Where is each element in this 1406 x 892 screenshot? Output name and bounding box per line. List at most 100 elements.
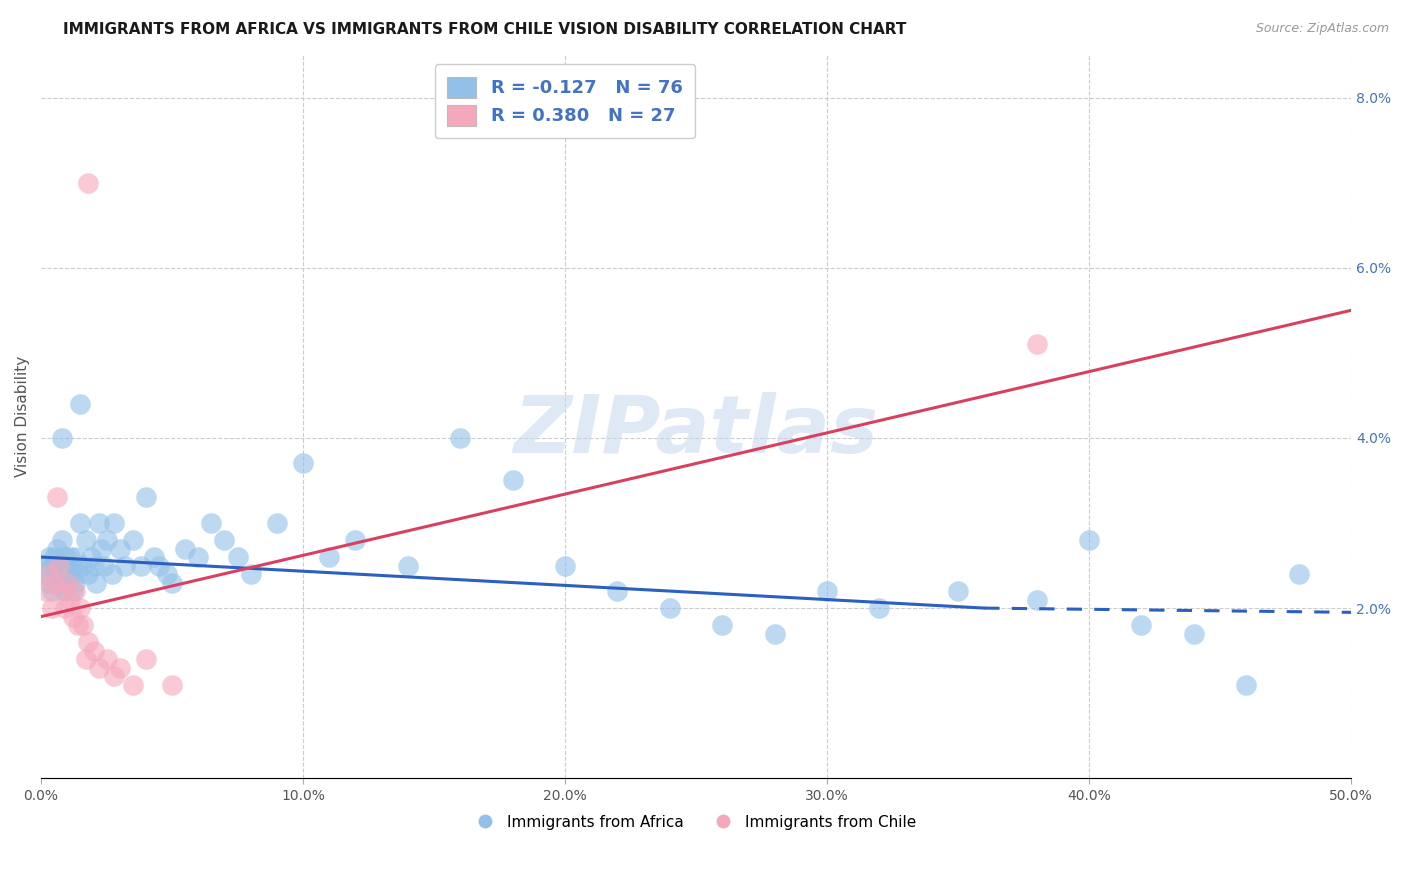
Immigrants from Chile	[103, 669, 125, 683]
Immigrants from Africa	[658, 601, 681, 615]
Immigrants from Africa	[80, 549, 103, 564]
Immigrants from Africa	[606, 584, 628, 599]
Immigrants from Chile	[56, 575, 79, 590]
Immigrants from Chile	[87, 660, 110, 674]
Immigrants from Africa	[815, 584, 838, 599]
Immigrants from Africa	[72, 558, 94, 573]
Immigrants from Africa	[51, 533, 73, 547]
Immigrants from Africa	[83, 558, 105, 573]
Legend: Immigrants from Africa, Immigrants from Chile: Immigrants from Africa, Immigrants from …	[470, 808, 922, 836]
Immigrants from Africa	[148, 558, 170, 573]
Immigrants from Africa	[41, 558, 63, 573]
Immigrants from Chile	[59, 592, 82, 607]
Immigrants from Chile	[72, 618, 94, 632]
Text: ZIPatlas: ZIPatlas	[513, 392, 879, 470]
Immigrants from Chile	[83, 643, 105, 657]
Immigrants from Africa	[502, 474, 524, 488]
Immigrants from Africa	[1130, 618, 1153, 632]
Immigrants from Africa	[711, 618, 734, 632]
Immigrants from Africa	[108, 541, 131, 556]
Immigrants from Africa	[63, 549, 86, 564]
Immigrants from Africa	[101, 567, 124, 582]
Immigrants from Chile	[69, 601, 91, 615]
Immigrants from Africa	[93, 558, 115, 573]
Immigrants from Africa	[44, 549, 66, 564]
Immigrants from Africa	[292, 457, 315, 471]
Immigrants from Africa	[69, 397, 91, 411]
Immigrants from Chile	[63, 584, 86, 599]
Immigrants from Africa	[38, 575, 60, 590]
Immigrants from Africa	[1182, 626, 1205, 640]
Text: IMMIGRANTS FROM AFRICA VS IMMIGRANTS FROM CHILE VISION DISABILITY CORRELATION CH: IMMIGRANTS FROM AFRICA VS IMMIGRANTS FRO…	[63, 22, 907, 37]
Immigrants from Chile	[48, 558, 70, 573]
Immigrants from Africa	[114, 558, 136, 573]
Immigrants from Africa	[344, 533, 367, 547]
Immigrants from Chile	[135, 652, 157, 666]
Immigrants from Africa	[1288, 567, 1310, 582]
Immigrants from Africa	[763, 626, 786, 640]
Immigrants from Africa	[45, 575, 67, 590]
Immigrants from Africa	[44, 567, 66, 582]
Immigrants from Chile	[62, 609, 84, 624]
Immigrants from Africa	[1234, 678, 1257, 692]
Immigrants from Africa	[1025, 592, 1047, 607]
Immigrants from Chile	[77, 176, 100, 190]
Immigrants from Africa	[449, 431, 471, 445]
Immigrants from Chile	[121, 678, 143, 692]
Immigrants from Africa	[396, 558, 419, 573]
Immigrants from Africa	[103, 516, 125, 530]
Immigrants from Africa	[56, 558, 79, 573]
Immigrants from Chile	[44, 575, 66, 590]
Immigrants from Africa	[59, 567, 82, 582]
Immigrants from Africa	[51, 431, 73, 445]
Text: Source: ZipAtlas.com: Source: ZipAtlas.com	[1256, 22, 1389, 36]
Immigrants from Chile	[38, 567, 60, 582]
Immigrants from Chile	[41, 601, 63, 615]
Immigrants from Africa	[156, 567, 179, 582]
Immigrants from Africa	[32, 567, 55, 582]
Immigrants from Africa	[53, 549, 76, 564]
Immigrants from Africa	[200, 516, 222, 530]
Immigrants from Chile	[77, 635, 100, 649]
Immigrants from Africa	[142, 549, 165, 564]
Immigrants from Chile	[53, 601, 76, 615]
Immigrants from Africa	[239, 567, 262, 582]
Immigrants from Africa	[135, 491, 157, 505]
Immigrants from Africa	[35, 558, 58, 573]
Immigrants from Africa	[62, 558, 84, 573]
Immigrants from Africa	[226, 549, 249, 564]
Immigrants from Africa	[129, 558, 152, 573]
Immigrants from Africa	[121, 533, 143, 547]
Immigrants from Africa	[51, 567, 73, 582]
Immigrants from Africa	[214, 533, 236, 547]
Immigrants from Africa	[77, 567, 100, 582]
Immigrants from Africa	[318, 549, 340, 564]
Immigrants from Chile	[75, 652, 97, 666]
Immigrants from Africa	[66, 567, 89, 582]
Immigrants from Chile	[160, 678, 183, 692]
Y-axis label: Vision Disability: Vision Disability	[15, 356, 30, 477]
Immigrants from Chile	[96, 652, 118, 666]
Immigrants from Africa	[63, 575, 86, 590]
Immigrants from Africa	[87, 516, 110, 530]
Immigrants from Africa	[41, 584, 63, 599]
Immigrants from Africa	[160, 575, 183, 590]
Immigrants from Africa	[554, 558, 576, 573]
Immigrants from Africa	[84, 575, 107, 590]
Immigrants from Africa	[53, 584, 76, 599]
Immigrants from Chile	[108, 660, 131, 674]
Immigrants from Africa	[90, 541, 112, 556]
Immigrants from Chile	[35, 584, 58, 599]
Immigrants from Africa	[56, 575, 79, 590]
Immigrants from Africa	[187, 549, 209, 564]
Immigrants from Chile	[45, 491, 67, 505]
Immigrants from Africa	[59, 549, 82, 564]
Immigrants from Africa	[174, 541, 197, 556]
Immigrants from Africa	[946, 584, 969, 599]
Immigrants from Africa	[48, 575, 70, 590]
Immigrants from Chile	[66, 618, 89, 632]
Immigrants from Chile	[51, 584, 73, 599]
Immigrants from Africa	[69, 516, 91, 530]
Immigrants from Africa	[1078, 533, 1101, 547]
Immigrants from Africa	[868, 601, 890, 615]
